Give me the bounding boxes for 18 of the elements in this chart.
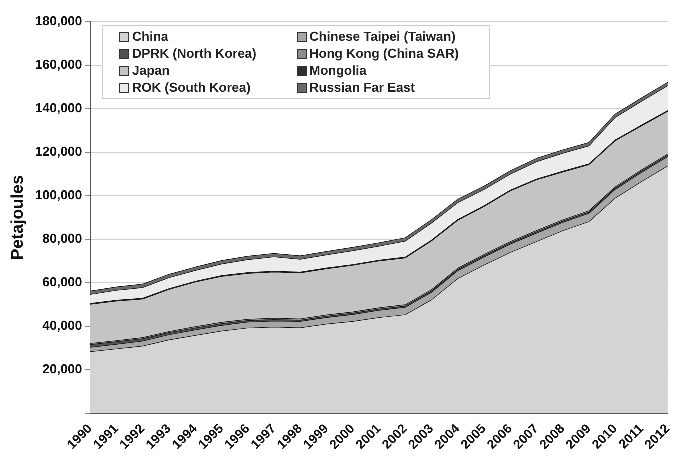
y-tick-label: 20,000	[42, 362, 82, 377]
y-tick-label: 100,000	[35, 188, 82, 203]
legend-label: Japan	[132, 63, 170, 78]
y-tick-label: 160,000	[35, 57, 82, 72]
y-axis-title: Petajoules	[8, 175, 27, 260]
y-tick-label: 60,000	[42, 274, 82, 290]
legend-label: ROK (South Korea)	[132, 80, 251, 95]
legend-label: Hong Kong (China SAR)	[310, 46, 460, 61]
y-tick-label: 140,000	[35, 100, 82, 116]
legend-label: Russian Far East	[310, 80, 416, 95]
legend-label: Chinese Taipei (Taiwan)	[310, 29, 456, 44]
y-tick-label: 80,000	[42, 231, 82, 246]
y-tick-label: 120,000	[35, 144, 82, 160]
y-tick-label: 180,000	[35, 14, 82, 29]
legend-label: DPRK (North Korea)	[132, 46, 257, 61]
y-tick-label: 40,000	[42, 318, 82, 334]
legend-label: Mongolia	[310, 63, 367, 78]
legend-label: China	[132, 29, 169, 44]
